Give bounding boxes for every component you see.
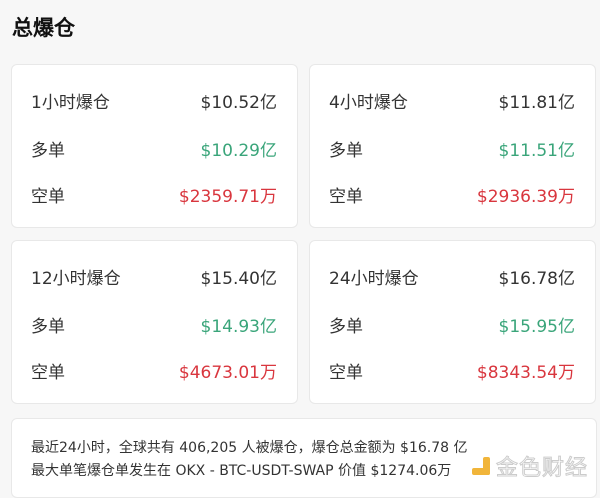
long-row: 多单 $14.93亿 [31, 316, 277, 338]
long-value: $10.29亿 [200, 141, 277, 161]
long-label: 多单 [31, 141, 65, 161]
short-value: $2936.39万 [476, 187, 575, 207]
total-row: 12小时爆仓 $15.40亿 [31, 268, 277, 290]
total-value: $10.52亿 [200, 93, 277, 113]
long-label: 多单 [329, 141, 363, 161]
long-label: 多单 [329, 317, 363, 337]
short-label: 空单 [329, 363, 363, 383]
total-row: 1小时爆仓 $10.52亿 [31, 92, 277, 114]
watermark-logo: 金色财经 [471, 450, 588, 482]
long-value: $14.93亿 [200, 317, 277, 337]
long-row: 多单 $15.95亿 [329, 316, 575, 338]
long-value: $15.95亿 [498, 317, 575, 337]
total-value: $16.78亿 [498, 269, 575, 289]
logo-icon [471, 457, 490, 475]
liquidation-card: 1小时爆仓 $10.52亿 多单 $10.29亿 空单 $2359.71万 [11, 64, 298, 228]
short-row: 空单 $2359.71万 [31, 186, 277, 208]
liquidation-card: 4小时爆仓 $11.81亿 多单 $11.51亿 空单 $2936.39万 [309, 64, 596, 228]
short-label: 空单 [329, 187, 363, 207]
long-value: $11.51亿 [498, 141, 575, 161]
short-row: 空单 $4673.01万 [31, 362, 277, 384]
long-row: 多单 $10.29亿 [31, 140, 277, 162]
period-label: 12小时爆仓 [31, 269, 121, 289]
summary-line-2: 最大单笔爆仓单发生在 OKX - BTC-USDT-SWAP 价值 $1274.… [31, 463, 452, 479]
short-value: $4673.01万 [178, 363, 277, 383]
liquidation-card: 24小时爆仓 $16.78亿 多单 $15.95亿 空单 $8343.54万 [309, 240, 596, 404]
period-label: 4小时爆仓 [329, 93, 408, 113]
total-value: $11.81亿 [498, 93, 575, 113]
summary-line-1: 最近24小时，全球共有 406,205 人被爆仓，爆仓总金额为 $16.78 亿 [31, 440, 468, 456]
long-label: 多单 [31, 317, 65, 337]
period-label: 24小时爆仓 [329, 269, 419, 289]
long-row: 多单 $11.51亿 [329, 140, 575, 162]
short-row: 空单 $8343.54万 [329, 362, 575, 384]
logo-text: 金色财经 [495, 456, 588, 482]
total-row: 24小时爆仓 $16.78亿 [329, 268, 575, 290]
liquidation-card: 12小时爆仓 $15.40亿 多单 $14.93亿 空单 $4673.01万 [11, 240, 298, 404]
total-value: $15.40亿 [200, 269, 277, 289]
page-title: 总爆仓 [12, 16, 75, 40]
period-label: 1小时爆仓 [31, 93, 110, 113]
summary-panel: 最近24小时，全球共有 406,205 人被爆仓，爆仓总金额为 $16.78 亿… [11, 418, 597, 498]
short-label: 空单 [31, 187, 65, 207]
short-value: $2359.71万 [178, 187, 277, 207]
total-row: 4小时爆仓 $11.81亿 [329, 92, 575, 114]
short-value: $8343.54万 [476, 363, 575, 383]
short-label: 空单 [31, 363, 65, 383]
short-row: 空单 $2936.39万 [329, 186, 575, 208]
